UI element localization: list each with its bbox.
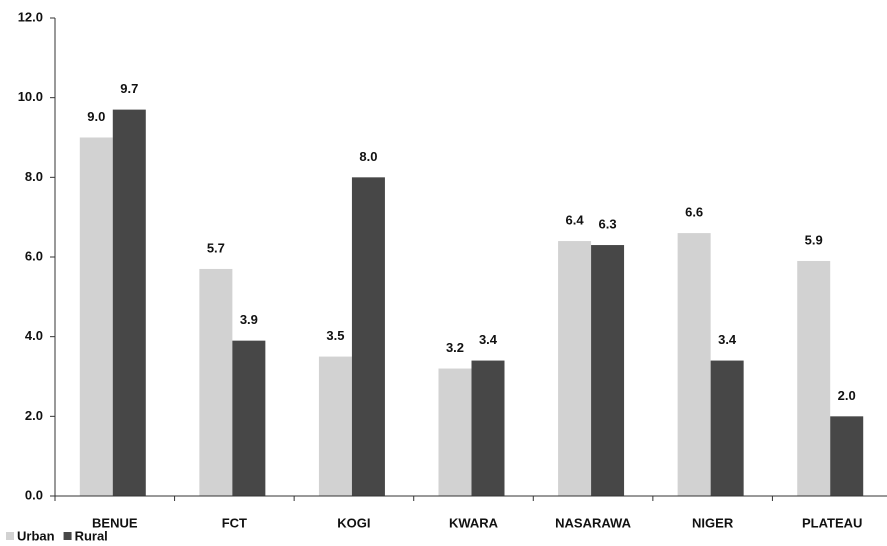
bar xyxy=(112,109,146,496)
y-tick-label: 10.0 xyxy=(18,89,43,104)
x-tick-label: KOGI xyxy=(337,515,370,530)
data-label: 3.4 xyxy=(479,332,498,347)
data-label: 2.0 xyxy=(838,388,856,403)
x-tick-label: KWARA xyxy=(449,515,499,530)
data-label: 5.9 xyxy=(805,232,823,247)
bar xyxy=(797,260,831,496)
x-tick-label: NIGER xyxy=(692,515,734,530)
y-tick-label: 4.0 xyxy=(25,328,43,343)
data-label: 6.3 xyxy=(599,216,617,231)
data-label: 3.9 xyxy=(240,312,258,327)
y-tick-label: 0.0 xyxy=(25,487,43,502)
data-label: 3.2 xyxy=(446,340,464,355)
data-label: 9.7 xyxy=(120,81,138,96)
data-label: 9.0 xyxy=(87,109,105,124)
x-tick-label: NASARAWA xyxy=(555,515,631,530)
legend-swatch xyxy=(6,532,14,540)
data-label: 3.5 xyxy=(326,328,344,343)
y-tick-label: 6.0 xyxy=(25,248,43,263)
legend-label: Urban xyxy=(17,528,55,543)
y-tick-label: 2.0 xyxy=(25,408,43,423)
bar xyxy=(351,177,385,497)
bar xyxy=(471,360,505,496)
x-tick-label: BENUE xyxy=(92,515,138,530)
bar xyxy=(830,416,864,496)
data-label: 8.0 xyxy=(359,149,377,164)
y-tick-label: 8.0 xyxy=(25,169,43,184)
legend-label: Rural xyxy=(75,528,108,543)
bar xyxy=(79,137,113,496)
bar xyxy=(232,340,266,496)
bar xyxy=(677,233,711,496)
y-tick-label: 12.0 xyxy=(18,9,43,24)
bar xyxy=(199,268,233,496)
data-label: 5.7 xyxy=(207,240,225,255)
bar xyxy=(318,356,352,496)
bar xyxy=(710,360,744,496)
x-tick-label: PLATEAU xyxy=(802,515,862,530)
data-label: 3.4 xyxy=(718,332,737,347)
x-tick-label: FCT xyxy=(222,515,247,530)
bar xyxy=(591,245,625,496)
data-label: 6.4 xyxy=(566,213,585,228)
bar xyxy=(438,368,472,496)
legend-swatch xyxy=(63,532,72,540)
bar xyxy=(558,241,592,496)
data-label: 6.6 xyxy=(685,205,703,220)
